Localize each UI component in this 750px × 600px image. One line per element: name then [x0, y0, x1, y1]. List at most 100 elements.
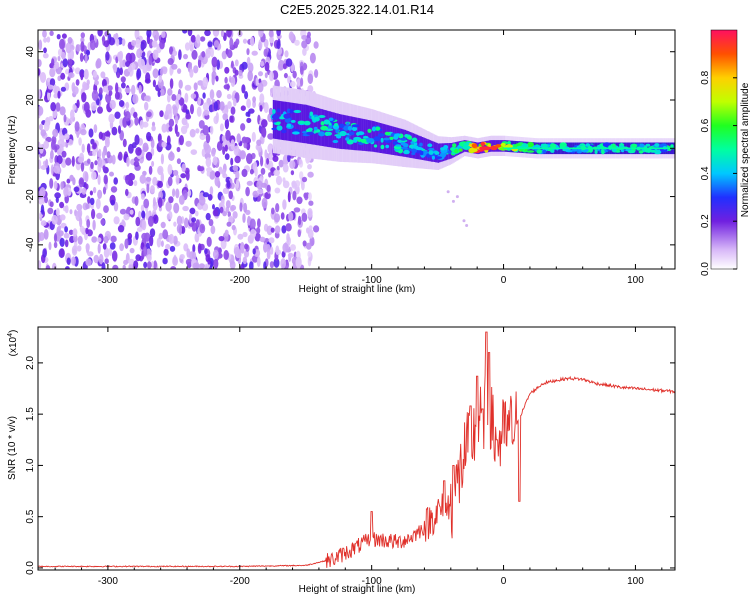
noise-cell — [103, 235, 109, 244]
noise-cell — [314, 69, 319, 78]
noise-cell — [88, 128, 94, 138]
ridge-cell — [284, 117, 291, 123]
noise-cell — [307, 171, 314, 178]
noise-cell — [197, 57, 202, 69]
noise-cell — [111, 250, 118, 262]
noise-cell — [169, 78, 174, 89]
noise-cell — [87, 196, 91, 204]
noise-cell — [45, 158, 49, 169]
noise-cell — [64, 226, 68, 233]
ridge-cell — [375, 126, 381, 131]
noise-cell — [40, 165, 47, 170]
ridge-cell — [297, 120, 306, 125]
ridge-cell — [357, 131, 365, 136]
noise-cell — [81, 187, 87, 195]
noise-cell — [145, 151, 153, 161]
noise-cell — [151, 121, 156, 127]
noise-cell — [192, 244, 196, 254]
noise-cell — [77, 156, 84, 163]
colorbar-tick-label: 0.8 — [700, 70, 711, 84]
noise-cell — [168, 126, 173, 132]
noise-cell — [72, 228, 78, 237]
noise-cell — [93, 254, 100, 264]
noise-cell — [160, 172, 164, 183]
noise-cell — [280, 212, 285, 220]
ridge-cell — [360, 138, 367, 144]
noise-cell — [263, 261, 267, 269]
noise-cell — [65, 68, 70, 75]
ridge-band — [333, 112, 335, 148]
y-tick-label: 1.0 — [25, 458, 36, 472]
noise-cell — [182, 205, 189, 212]
noise-cell — [297, 229, 302, 238]
noise-cell — [288, 31, 294, 41]
noise-cell — [202, 125, 209, 136]
noise-cell — [74, 121, 80, 132]
noise-cell — [141, 210, 146, 219]
noise-cell — [175, 174, 180, 186]
ridge-band — [296, 103, 298, 143]
noise-cell — [193, 82, 198, 91]
noise-cell — [56, 34, 61, 40]
noise-cell — [195, 128, 200, 134]
ridge-cell — [334, 123, 339, 127]
noise-cell — [156, 237, 162, 248]
noise-cell — [142, 142, 149, 153]
noise-cell — [104, 258, 109, 265]
ridge-cell — [658, 144, 664, 149]
noise-cell — [307, 208, 313, 218]
noise-cell — [40, 129, 47, 137]
noise-cell — [50, 164, 54, 176]
ridge-cell — [384, 131, 391, 136]
noise-cell — [266, 158, 270, 165]
noise-cell — [102, 243, 107, 250]
noise-cell — [85, 227, 89, 235]
noise-cell — [149, 228, 156, 238]
noise-cell — [161, 123, 167, 133]
x-tick-label: -100 — [362, 576, 382, 587]
ridge-cell — [271, 114, 280, 120]
noise-cell — [177, 94, 181, 100]
noise-cell — [289, 80, 296, 88]
noise-cell — [118, 151, 123, 161]
ridge-band — [346, 115, 349, 150]
noise-cell — [97, 174, 101, 186]
noise-cell — [245, 136, 249, 144]
ridge-band — [280, 101, 283, 140]
ridge-cell — [534, 145, 541, 148]
noise-cell — [258, 30, 264, 38]
noise-cell — [51, 139, 56, 151]
noise-cell — [48, 115, 54, 122]
noise-cell — [117, 52, 123, 63]
noise-cell — [131, 40, 137, 46]
ridge-cell — [353, 136, 362, 140]
noise-cell — [205, 212, 211, 221]
noise-cell — [72, 86, 79, 95]
noise-cell — [240, 123, 246, 131]
noise-cell — [119, 243, 124, 252]
ridge-cell — [542, 149, 547, 154]
colorbar: 0.0 0.2 0.4 0.6 0.8 Normalized spectral ampl… — [700, 29, 750, 276]
noise-cell — [158, 232, 164, 240]
ridge-cell — [627, 150, 636, 154]
noise-cell — [97, 189, 103, 199]
noise-cell — [112, 264, 119, 269]
ridge-cell — [434, 151, 440, 155]
noise-cell — [224, 66, 230, 74]
noise-cell — [146, 254, 152, 262]
noise-cell — [222, 113, 228, 121]
figure-title: C2E5.2025.322.14.01.R14 — [280, 2, 434, 17]
noise-cell — [235, 178, 240, 189]
noise-cell — [93, 124, 98, 134]
ridge-cell — [611, 143, 616, 149]
noise-cell — [278, 59, 285, 71]
noise-cell — [160, 221, 166, 229]
noise-cell — [292, 70, 297, 79]
spectrogram-x-ticks: -300 -200 -100 0 100 — [54, 30, 663, 286]
noise-cell — [104, 131, 111, 137]
noise-cell — [89, 190, 93, 196]
noise-cell — [254, 166, 258, 177]
noise-cell — [72, 103, 77, 111]
noise-cell — [198, 263, 206, 269]
noise-cell — [167, 93, 171, 103]
